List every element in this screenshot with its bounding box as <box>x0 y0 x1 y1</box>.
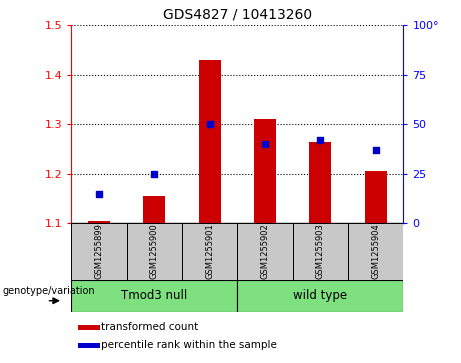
Text: GSM1255903: GSM1255903 <box>316 224 325 279</box>
Bar <box>237 280 403 312</box>
Bar <box>71 223 127 280</box>
Bar <box>78 343 100 348</box>
Point <box>95 191 103 196</box>
Point <box>372 147 379 153</box>
Bar <box>348 223 403 280</box>
Bar <box>127 223 182 280</box>
Point <box>151 171 158 177</box>
Text: Tmod3 null: Tmod3 null <box>121 289 188 302</box>
Bar <box>237 223 293 280</box>
Bar <box>71 280 237 312</box>
Text: GSM1255901: GSM1255901 <box>205 224 214 279</box>
Bar <box>309 142 331 223</box>
Text: GSM1255902: GSM1255902 <box>260 224 270 279</box>
Point <box>261 141 269 147</box>
Bar <box>143 196 165 223</box>
Bar <box>88 221 110 223</box>
Bar <box>254 119 276 223</box>
Bar <box>293 223 348 280</box>
Point <box>206 122 213 127</box>
Text: transformed count: transformed count <box>101 322 199 332</box>
Point <box>317 137 324 143</box>
Text: wild type: wild type <box>293 289 348 302</box>
Bar <box>365 171 387 223</box>
Bar <box>78 325 100 330</box>
Text: genotype/variation: genotype/variation <box>3 286 95 296</box>
Text: GSM1255904: GSM1255904 <box>371 224 380 279</box>
Text: GSM1255899: GSM1255899 <box>95 224 104 279</box>
Text: GSM1255900: GSM1255900 <box>150 224 159 279</box>
Bar <box>199 60 221 223</box>
Title: GDS4827 / 10413260: GDS4827 / 10413260 <box>163 8 312 21</box>
Text: percentile rank within the sample: percentile rank within the sample <box>101 340 277 350</box>
Bar <box>182 223 237 280</box>
